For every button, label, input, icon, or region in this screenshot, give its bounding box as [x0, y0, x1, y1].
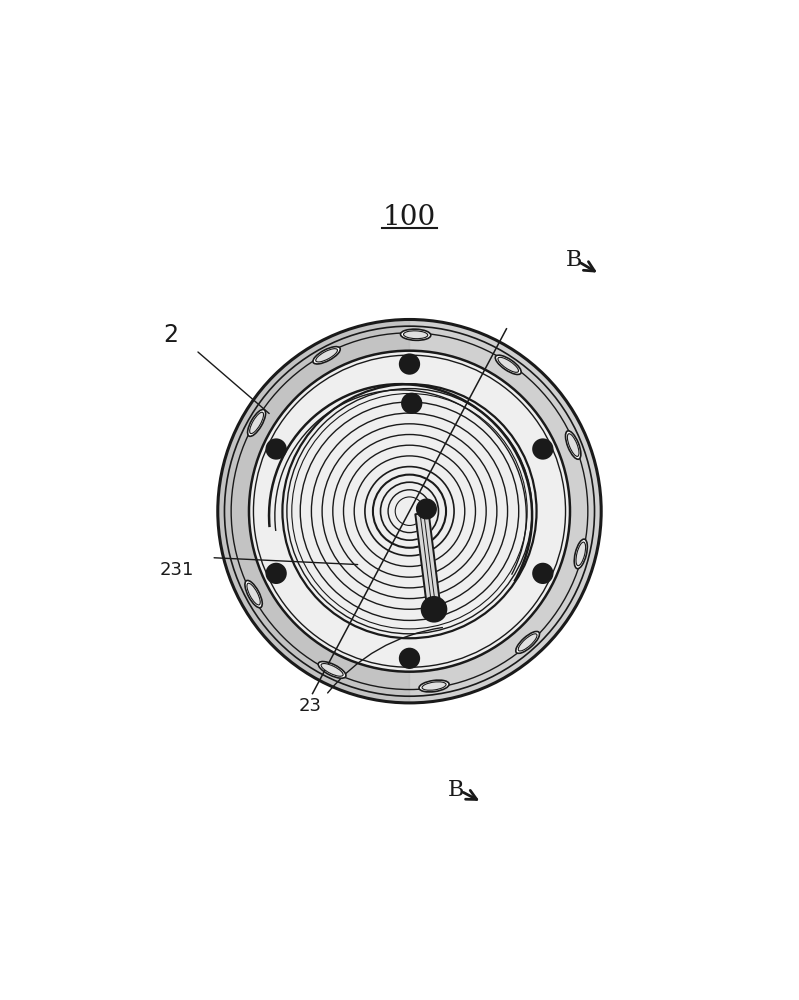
Circle shape: [266, 564, 286, 583]
Ellipse shape: [321, 664, 343, 676]
Ellipse shape: [313, 347, 340, 364]
Ellipse shape: [248, 409, 265, 436]
Circle shape: [416, 499, 436, 519]
Polygon shape: [218, 319, 601, 703]
Circle shape: [249, 351, 570, 672]
Text: 100: 100: [383, 204, 436, 231]
Text: 23: 23: [299, 697, 322, 715]
Ellipse shape: [567, 434, 579, 456]
Ellipse shape: [316, 349, 337, 362]
Ellipse shape: [419, 680, 449, 692]
Circle shape: [422, 597, 447, 622]
Ellipse shape: [247, 583, 260, 605]
Polygon shape: [415, 513, 440, 610]
Text: B: B: [566, 249, 582, 271]
Circle shape: [400, 354, 419, 374]
Circle shape: [400, 649, 419, 668]
Circle shape: [402, 393, 422, 413]
Ellipse shape: [249, 412, 264, 434]
Polygon shape: [218, 319, 410, 703]
Ellipse shape: [400, 329, 431, 340]
Circle shape: [266, 439, 286, 459]
Ellipse shape: [498, 357, 519, 372]
Circle shape: [533, 439, 553, 459]
Ellipse shape: [495, 355, 521, 374]
Ellipse shape: [574, 539, 587, 569]
Ellipse shape: [422, 682, 446, 690]
Ellipse shape: [566, 431, 581, 459]
Text: 2: 2: [164, 323, 179, 347]
Ellipse shape: [519, 634, 537, 651]
Text: B: B: [447, 779, 464, 801]
Ellipse shape: [318, 662, 346, 678]
Text: 231: 231: [160, 561, 194, 579]
Ellipse shape: [403, 331, 427, 339]
Circle shape: [533, 564, 553, 583]
Ellipse shape: [576, 542, 586, 566]
Ellipse shape: [245, 580, 262, 608]
Ellipse shape: [516, 631, 539, 653]
